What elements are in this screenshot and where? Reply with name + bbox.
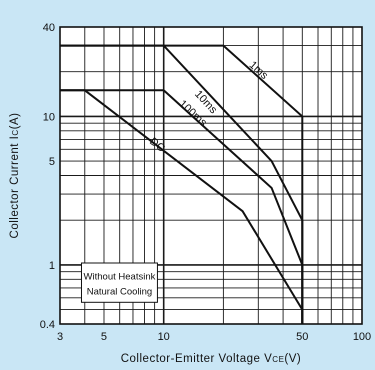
cooling-note-line-1: Without Heatsink <box>84 272 156 283</box>
curve-10ms <box>60 44 304 324</box>
x-tick-labels: 3 5 10 50 100 <box>57 331 371 343</box>
curve-100ms <box>60 89 304 324</box>
x-tick-label: 5 <box>101 331 107 343</box>
x-tick-label: 10 <box>158 331 170 343</box>
y-tick-label: 0.4 <box>40 319 55 331</box>
x-axis-title-subscript: CE <box>272 355 284 364</box>
x-axis-title-main: Collector-Emitter Voltage V <box>121 353 273 365</box>
x-axis-title-unit: (V) <box>284 353 301 365</box>
cooling-note-line-2: Natural Cooling <box>87 286 152 297</box>
cooling-note: Without Heatsink Natural Cooling <box>80 262 158 303</box>
plot-frame <box>59 26 363 325</box>
y-tick-label: 40 <box>43 22 55 34</box>
y-axis-title: Collector Current IC(A) <box>9 113 21 239</box>
curve-DC <box>60 89 304 324</box>
cooling-note-box <box>80 262 158 303</box>
curves <box>60 44 304 324</box>
y-tick-label: 5 <box>49 156 55 168</box>
y-tick-label: 1 <box>49 260 55 272</box>
x-axis-title: Collector-Emitter Voltage VCE(V) <box>121 353 302 365</box>
x-tick-label: 3 <box>57 331 63 343</box>
y-axis-title-unit: (A) <box>9 113 21 130</box>
y-tick-label: 10 <box>43 111 55 123</box>
y-axis-title-main: Collector Current I <box>9 136 21 239</box>
y-tick-labels: 0.4 1 5 10 40 <box>40 22 55 331</box>
x-tick-label: 100 <box>353 331 371 343</box>
x-tick-label: 50 <box>296 331 308 343</box>
y-axis-title-subscript: C <box>11 129 20 135</box>
